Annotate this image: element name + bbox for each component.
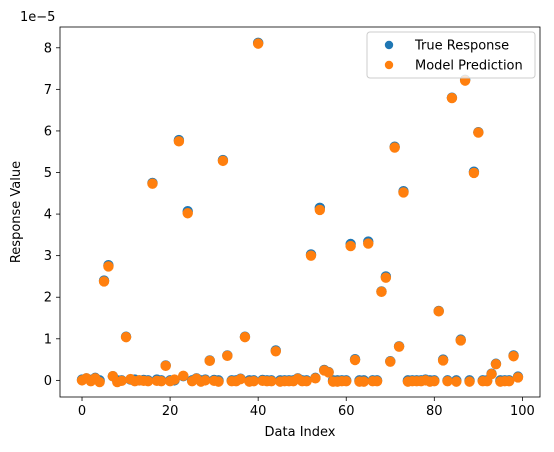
points-layer [76,37,524,388]
point-model-prediction [437,355,449,366]
y-tick-label: 7 [44,83,52,98]
x-tick-label: 40 [250,404,267,419]
point-model-prediction [235,373,246,385]
point-model-prediction [222,350,233,362]
point-model-prediction [433,306,444,317]
point-model-prediction [314,204,326,216]
y-tick-label: 2 [44,291,52,306]
point-model-prediction [305,250,317,261]
point-model-prediction [239,331,251,343]
legend: True Response Model Prediction [366,31,536,79]
legend-label-model-prediction: Model Prediction [415,59,523,74]
x-tick-label: 60 [338,404,355,419]
point-model-prediction [160,360,171,372]
point-model-prediction [385,356,396,367]
point-model-prediction [252,38,264,49]
point-model-prediction [103,261,114,272]
point-model-prediction [429,376,440,387]
point-model-prediction [156,376,167,387]
point-model-prediction [490,358,502,370]
point-model-prediction [310,373,321,384]
point-model-prediction [468,167,480,179]
point-model-prediction [94,376,105,388]
point-model-prediction [508,351,519,362]
point-model-prediction [248,376,259,387]
point-model-prediction [147,178,158,189]
legend-marker-model-prediction [384,60,394,70]
point-model-prediction [358,376,370,387]
point-model-prediction [389,142,400,153]
y-tick-label: 4 [44,208,52,223]
point-model-prediction [393,341,405,352]
point-model-prediction [464,376,475,387]
point-model-prediction [169,374,180,385]
point-model-prediction [266,376,277,387]
point-model-prediction [301,376,312,387]
point-model-prediction [217,155,229,167]
point-model-prediction [200,375,211,386]
y-axis-ticks: 0 1 2 3 4 5 6 7 8 [44,41,60,389]
point-model-prediction [349,354,361,366]
point-model-prediction [503,376,515,387]
y-offset-label: 1e−5 [20,10,55,25]
y-tick-label: 1 [44,332,52,347]
point-model-prediction [442,376,453,387]
point-model-prediction [270,346,281,357]
y-tick-label: 5 [44,166,52,181]
point-model-prediction [455,335,466,346]
x-tick-label: 100 [510,404,535,419]
point-model-prediction [98,276,110,287]
point-model-prediction [116,375,127,386]
point-model-prediction [376,286,387,298]
point-model-prediction [398,187,409,198]
y-tick-label: 3 [44,249,52,264]
x-tick-label: 20 [162,404,179,419]
point-model-prediction [512,372,524,383]
point-model-prediction [341,376,352,387]
x-axis-ticks: 0 20 40 60 80 100 [78,397,535,419]
x-axis-label: Data Index [265,425,336,440]
y-tick-label: 6 [44,124,52,139]
y-tick-label: 0 [44,374,52,389]
point-model-prediction [142,376,154,387]
point-model-prediction [451,376,462,387]
point-model-prediction [204,355,215,367]
x-tick-label: 0 [78,404,86,419]
legend-marker-true-response [384,40,394,50]
y-axis-label: Response Value [9,161,24,263]
legend-box [366,31,536,79]
point-model-prediction [371,376,383,387]
point-model-prediction [173,136,185,147]
point-model-prediction [446,92,458,104]
point-model-prediction [213,376,224,387]
point-model-prediction [380,272,392,283]
point-model-prediction [178,370,189,381]
point-model-prediction [120,331,132,343]
plot-frame [59,26,541,398]
y-tick-label: 8 [44,41,52,56]
x-tick-label: 80 [426,404,443,419]
point-model-prediction [323,367,334,378]
point-model-prediction [486,368,497,380]
point-model-prediction [363,238,374,249]
point-model-prediction [345,240,356,252]
point-model-prediction [473,127,484,138]
point-model-prediction [182,208,193,219]
legend-label-true-response: True Response [414,39,509,54]
